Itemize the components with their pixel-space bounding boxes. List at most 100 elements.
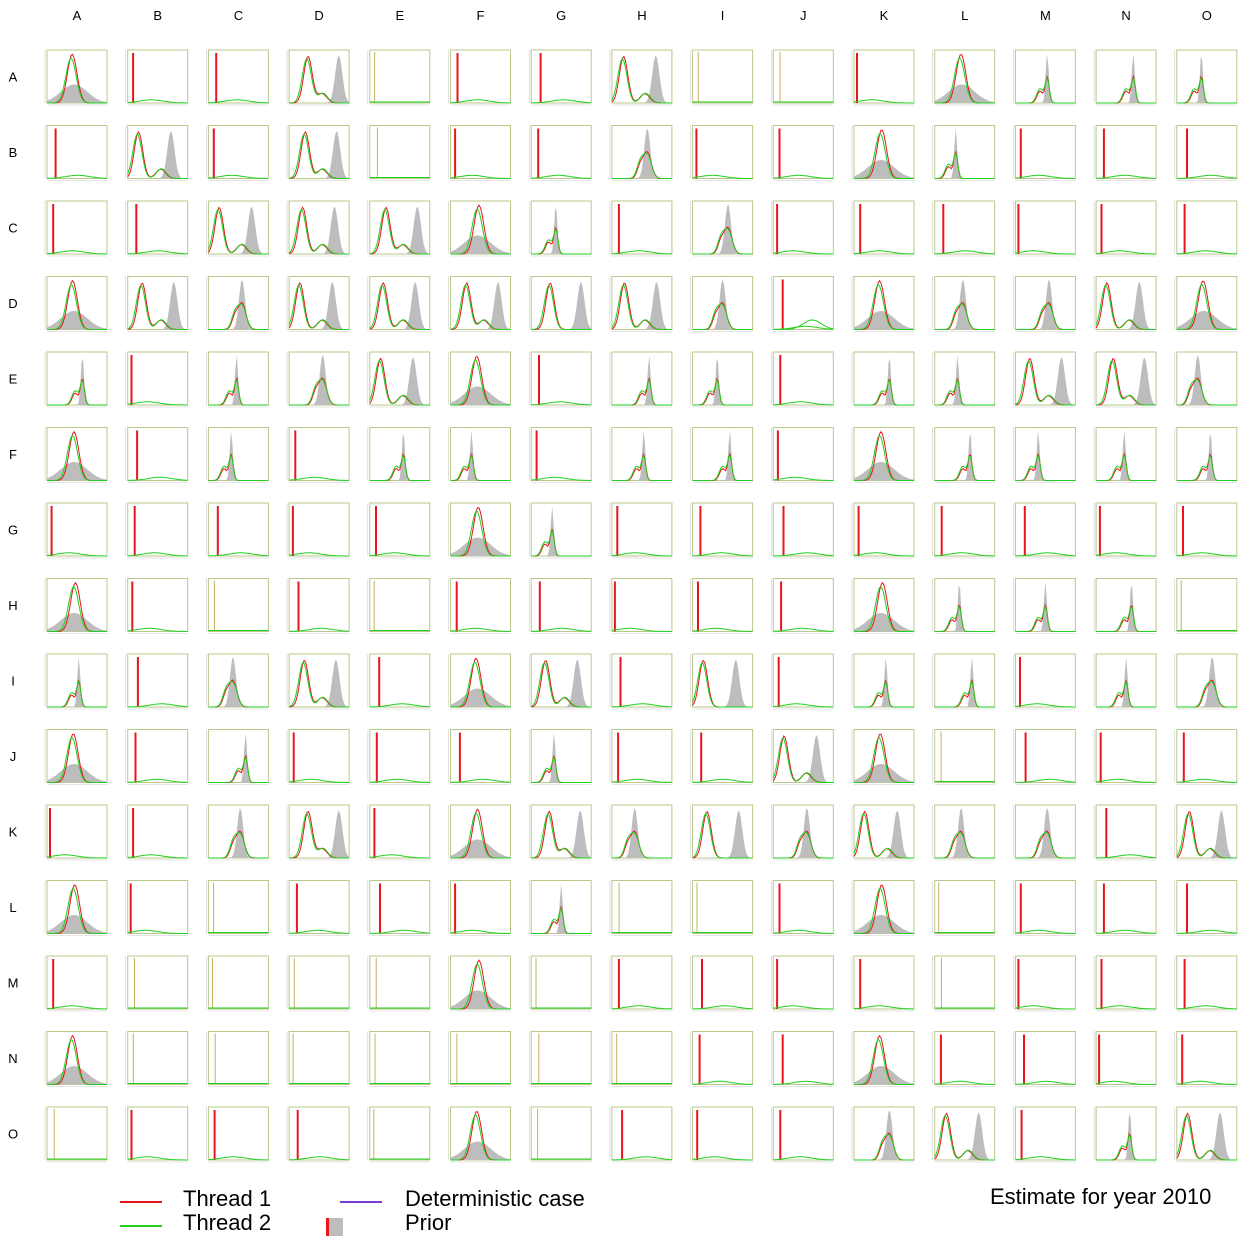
thread2-curve (208, 1156, 269, 1161)
prior-area (127, 282, 188, 330)
thread2-curve (1095, 284, 1157, 330)
prior-area (1176, 657, 1237, 707)
density-panel (125, 653, 189, 710)
density-panel (609, 729, 673, 785)
thread2-curve (46, 250, 108, 255)
panel-frame (1014, 200, 1076, 255)
thread2-curve (208, 174, 269, 179)
thread2-curve (1015, 76, 1076, 104)
panel-frame (692, 880, 754, 934)
panel-frame (127, 804, 189, 859)
density-panel (1174, 955, 1238, 1012)
thread2-curve (692, 1005, 753, 1010)
density-panel (125, 955, 189, 1012)
legend-thread1-swatch (120, 1201, 162, 1203)
density-panel (932, 276, 996, 332)
density-panel (367, 653, 431, 710)
density-panel (367, 1031, 431, 1087)
panel-frame (934, 880, 996, 934)
thread2-curve (1015, 250, 1076, 255)
prior-area (934, 279, 995, 330)
density-panel (1093, 427, 1157, 483)
thread2-curve (208, 831, 269, 859)
prior-area (208, 355, 269, 405)
thread2-curve (854, 380, 914, 406)
column-label: M (1040, 8, 1051, 23)
panel-frame (530, 125, 592, 179)
thread2-curve (1015, 703, 1076, 708)
density-panel (770, 955, 834, 1012)
density-panel (367, 880, 431, 936)
density-panel (851, 955, 915, 1012)
panel-frame (611, 729, 673, 783)
thread2-curve (1176, 250, 1237, 255)
thread2-curve (692, 227, 753, 255)
density-panel (286, 578, 350, 634)
density-panel (1013, 200, 1076, 257)
thread2-curve (773, 1080, 834, 1085)
thread2-curve (531, 99, 592, 104)
thread2-curve (1176, 378, 1237, 406)
density-panel (286, 1106, 350, 1163)
prior-area (369, 357, 430, 405)
density-panel (1174, 502, 1238, 559)
panel-frame (530, 578, 592, 632)
legend-deterministic-label: Deterministic case (405, 1186, 585, 1211)
thread2-curve (853, 813, 914, 859)
thread2-curve (934, 831, 995, 859)
panel-frame (934, 653, 996, 708)
panel-frame (1176, 578, 1238, 632)
thread2-curve (854, 888, 914, 934)
thread2-curve (773, 250, 834, 255)
prior-area (611, 55, 672, 103)
thread2-curve (208, 552, 269, 557)
legend-thread1-label: Thread 1 (183, 1186, 272, 1211)
column-label: O (1202, 8, 1212, 23)
panel-frame (692, 729, 754, 783)
density-panel (851, 804, 915, 861)
density-panel (44, 804, 108, 861)
density-panel (448, 804, 511, 861)
thread2-curve (450, 99, 511, 104)
thread2-curve (853, 250, 915, 255)
prior-area (854, 1110, 914, 1160)
thread2-curve (1096, 552, 1157, 557)
density-panel (206, 200, 269, 257)
density-panel (770, 578, 834, 634)
panel-frame (1095, 955, 1157, 1010)
density-panel (851, 125, 915, 181)
thread2-curve (1096, 1005, 1157, 1010)
thread2-curve (1015, 778, 1076, 783)
density-panel (44, 1106, 108, 1163)
thread2-curve (127, 929, 188, 934)
thread2-curve (531, 174, 592, 179)
thread2-curve (934, 681, 995, 708)
density-panel (1093, 502, 1157, 559)
thread2-curve (934, 552, 995, 557)
density-panel (125, 427, 189, 483)
prior-area (47, 764, 107, 783)
panel-frame (772, 1106, 834, 1161)
panel-frame (611, 578, 673, 632)
density-panel (932, 729, 996, 785)
thread2-curve (127, 133, 188, 179)
thread2-curve (531, 227, 592, 255)
panel-frame (369, 1031, 431, 1085)
thread2-curve (47, 680, 107, 708)
panel-frame (934, 502, 996, 557)
prior-area (289, 206, 350, 254)
density-panel (448, 578, 511, 634)
density-panel (609, 578, 673, 634)
panel-frame (288, 427, 350, 481)
prior-area (289, 355, 350, 405)
panel-frame (1095, 578, 1157, 632)
thread2-curve (773, 174, 834, 179)
density-panel (367, 502, 431, 559)
density-panel (528, 200, 592, 257)
prior-area (692, 659, 753, 707)
thread2-curve (692, 378, 753, 406)
thread2-curve (127, 627, 188, 632)
density-panel (125, 276, 189, 332)
density-panel (528, 880, 592, 936)
density-panel (448, 502, 511, 559)
